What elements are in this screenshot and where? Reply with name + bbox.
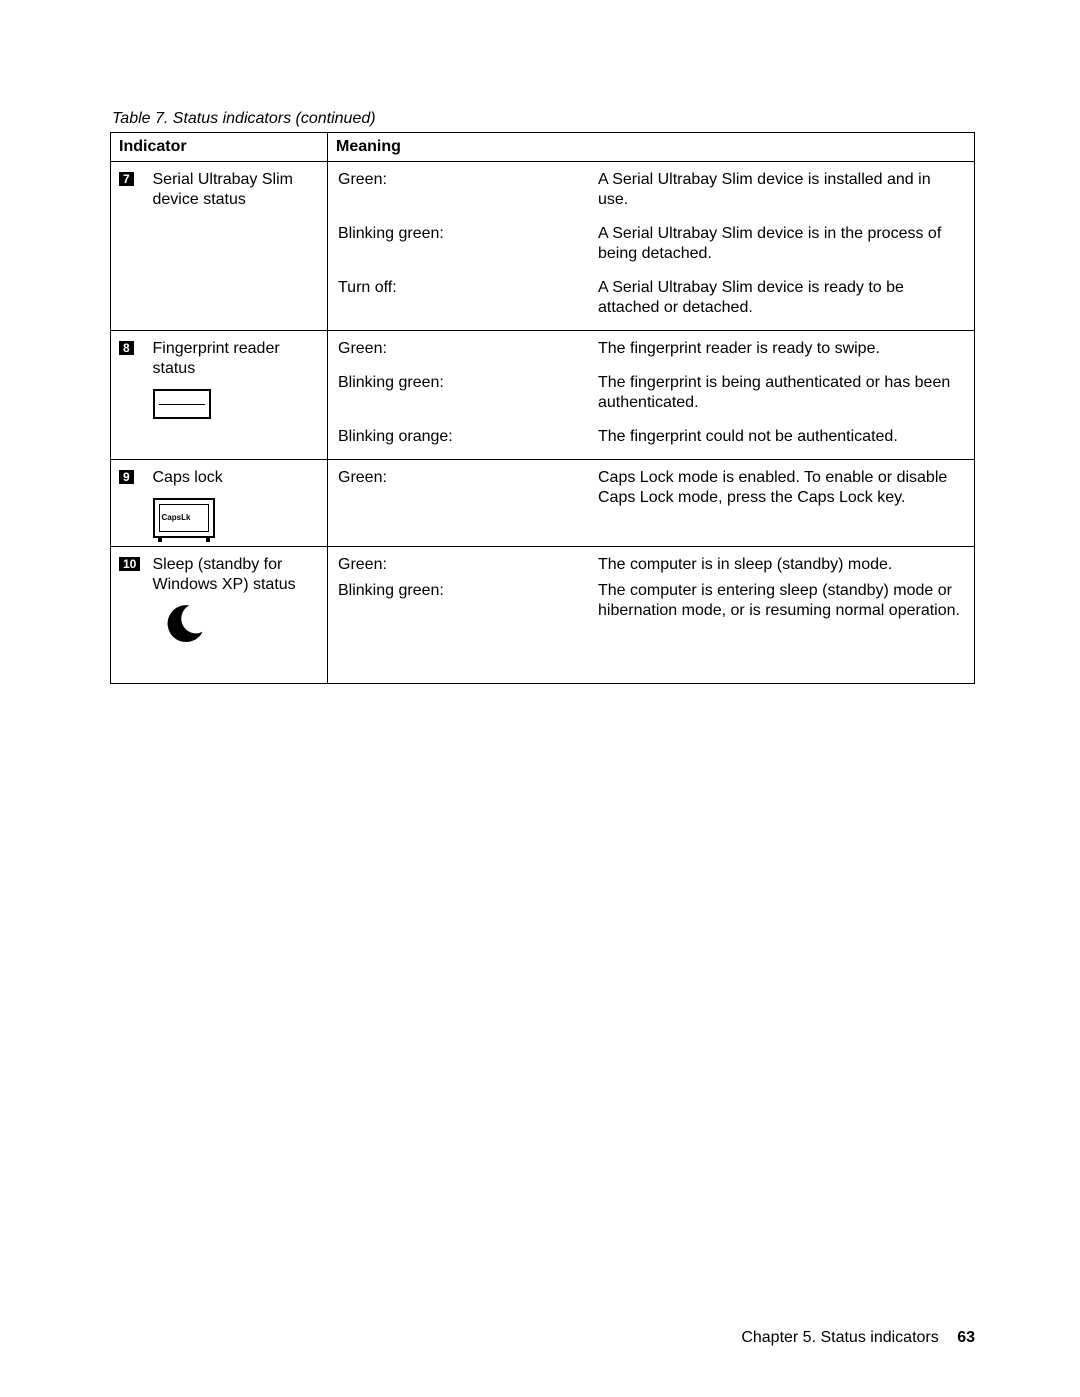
capslock-key-label: CapsLk bbox=[159, 504, 209, 532]
footer-chapter: Chapter 5. Status indicators bbox=[741, 1329, 938, 1346]
state-label: Green: bbox=[338, 468, 598, 508]
state-desc: The computer is entering sleep (standby)… bbox=[598, 581, 964, 621]
meaning-cell: Green: A Serial Ultrabay Slim device is … bbox=[328, 162, 975, 331]
meaning-row: Green: The computer is in sleep (standby… bbox=[338, 555, 964, 575]
meaning-row: Blinking green: The computer is entering… bbox=[338, 581, 964, 621]
state-label: Blinking green: bbox=[338, 373, 598, 413]
table-row: 9 Caps lock CapsLk Green: Caps Lock mode… bbox=[111, 460, 975, 547]
state-desc: The fingerprint is being authenticated o… bbox=[598, 373, 964, 413]
meaning-cell: Green: The computer is in sleep (standby… bbox=[328, 547, 975, 684]
state-label: Blinking green: bbox=[338, 224, 598, 264]
state-label: Green: bbox=[338, 170, 598, 210]
state-desc: The computer is in sleep (standby) mode. bbox=[598, 555, 964, 575]
indicator-label: Caps lock bbox=[153, 468, 322, 488]
row-number-badge: 7 bbox=[119, 172, 134, 186]
indicator-cell: Fingerprint reader status bbox=[153, 331, 328, 460]
row-number-badge: 8 bbox=[119, 341, 134, 355]
page-footer: Chapter 5. Status indicators 63 bbox=[741, 1329, 975, 1347]
row-padding bbox=[338, 635, 964, 675]
state-desc: A Serial Ultrabay Slim device is in the … bbox=[598, 224, 964, 264]
state-label: Green: bbox=[338, 555, 598, 575]
state-desc: Caps Lock mode is enabled. To enable or … bbox=[598, 468, 964, 508]
indicator-cell: Sleep (standby for Windows XP) status bbox=[153, 547, 328, 684]
row-number-cell: 8 bbox=[111, 331, 153, 460]
meaning-row: Green: A Serial Ultrabay Slim device is … bbox=[338, 170, 964, 210]
status-indicators-table: Indicator Meaning 7 Serial Ultrabay Slim… bbox=[110, 132, 975, 684]
state-label: Turn off: bbox=[338, 278, 598, 318]
indicator-label: Fingerprint reader status bbox=[153, 339, 322, 379]
row-number-badge: 10 bbox=[119, 557, 140, 571]
footer-page-number: 63 bbox=[957, 1329, 975, 1346]
indicator-cell: Caps lock CapsLk bbox=[153, 460, 328, 547]
state-label: Blinking green: bbox=[338, 581, 598, 621]
meaning-cell: Green: The fingerprint reader is ready t… bbox=[328, 331, 975, 460]
table-row: 8 Fingerprint reader status Green: The f… bbox=[111, 331, 975, 460]
table-row: 10 Sleep (standby for Windows XP) status… bbox=[111, 547, 975, 684]
meaning-row: Blinking green: The fingerprint is being… bbox=[338, 373, 964, 413]
indicator-cell: Serial Ultrabay Slim device status bbox=[153, 162, 328, 331]
indicator-label: Serial Ultrabay Slim device status bbox=[153, 170, 322, 210]
table-header-row: Indicator Meaning bbox=[111, 133, 975, 162]
document-page: Table 7. Status indicators (continued) I… bbox=[0, 0, 1080, 1397]
meaning-cell: Green: Caps Lock mode is enabled. To ena… bbox=[328, 460, 975, 547]
meaning-row: Turn off: A Serial Ultrabay Slim device … bbox=[338, 278, 964, 318]
header-meaning: Meaning bbox=[328, 133, 975, 162]
moon-icon bbox=[163, 601, 322, 645]
capslock-icon: CapsLk bbox=[153, 498, 322, 538]
meaning-row: Green: The fingerprint reader is ready t… bbox=[338, 339, 964, 359]
row-number-cell: 7 bbox=[111, 162, 153, 331]
state-label: Blinking orange: bbox=[338, 427, 598, 447]
state-desc: A Serial Ultrabay Slim device is install… bbox=[598, 170, 964, 210]
state-desc: A Serial Ultrabay Slim device is ready t… bbox=[598, 278, 964, 318]
row-number-cell: 10 bbox=[111, 547, 153, 684]
indicator-label: Sleep (standby for Windows XP) status bbox=[153, 555, 322, 595]
header-indicator: Indicator bbox=[111, 133, 328, 162]
table-caption: Table 7. Status indicators (continued) bbox=[112, 110, 975, 128]
state-desc: The fingerprint reader is ready to swipe… bbox=[598, 339, 964, 359]
meaning-row: Green: Caps Lock mode is enabled. To ena… bbox=[338, 468, 964, 508]
row-number-cell: 9 bbox=[111, 460, 153, 547]
state-label: Green: bbox=[338, 339, 598, 359]
fingerprint-icon bbox=[153, 389, 322, 419]
row-number-badge: 9 bbox=[119, 470, 134, 484]
table-row: 7 Serial Ultrabay Slim device status Gre… bbox=[111, 162, 975, 331]
meaning-row: Blinking green: A Serial Ultrabay Slim d… bbox=[338, 224, 964, 264]
state-desc: The fingerprint could not be authenticat… bbox=[598, 427, 964, 447]
meaning-row: Blinking orange: The fingerprint could n… bbox=[338, 427, 964, 447]
